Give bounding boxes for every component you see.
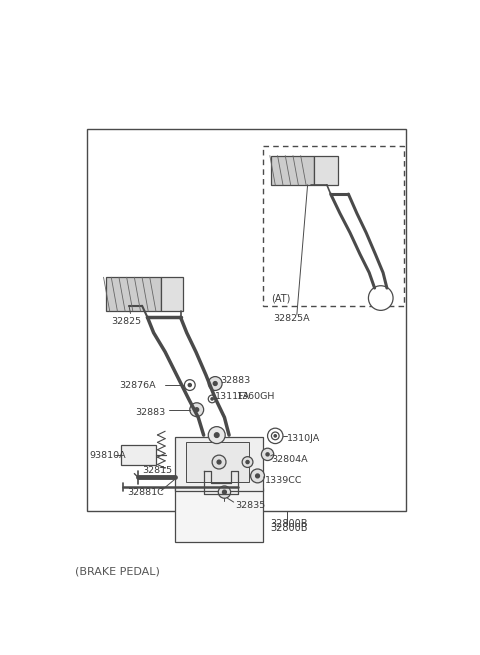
Circle shape — [242, 457, 253, 468]
Circle shape — [262, 448, 274, 460]
Circle shape — [251, 469, 264, 483]
Text: 1311FA: 1311FA — [215, 392, 251, 401]
Circle shape — [188, 384, 192, 386]
Polygon shape — [314, 156, 338, 185]
Circle shape — [223, 490, 227, 494]
Text: 1339CC: 1339CC — [264, 476, 302, 485]
Text: (BRAKE PEDAL): (BRAKE PEDAL) — [75, 567, 160, 576]
FancyBboxPatch shape — [121, 445, 156, 465]
Text: 32804A: 32804A — [271, 455, 308, 464]
FancyBboxPatch shape — [186, 442, 249, 482]
Text: 32876A: 32876A — [119, 381, 156, 390]
Circle shape — [379, 296, 383, 300]
Polygon shape — [271, 156, 314, 185]
Circle shape — [369, 286, 393, 310]
FancyBboxPatch shape — [263, 145, 404, 306]
Text: 93810A: 93810A — [89, 451, 126, 460]
Text: 32825: 32825 — [111, 316, 142, 326]
Text: 32835: 32835 — [235, 500, 265, 510]
Text: (AT): (AT) — [271, 293, 290, 303]
Circle shape — [271, 432, 279, 440]
Circle shape — [184, 380, 195, 390]
Circle shape — [266, 453, 269, 456]
Circle shape — [217, 460, 221, 464]
Text: 32881C: 32881C — [127, 489, 164, 497]
Circle shape — [212, 455, 226, 469]
Circle shape — [213, 382, 217, 385]
Text: 32800B: 32800B — [270, 523, 307, 533]
Circle shape — [267, 428, 283, 443]
Circle shape — [373, 290, 388, 306]
Polygon shape — [106, 277, 161, 311]
Circle shape — [208, 377, 222, 390]
Circle shape — [218, 486, 230, 498]
Circle shape — [190, 403, 204, 417]
FancyBboxPatch shape — [175, 488, 263, 542]
Text: 1360GH: 1360GH — [237, 392, 275, 401]
Text: 1310JA: 1310JA — [287, 434, 320, 443]
Circle shape — [211, 398, 213, 400]
Circle shape — [195, 408, 199, 411]
Circle shape — [274, 435, 276, 437]
Text: 32883: 32883 — [135, 407, 166, 417]
Text: 32825A: 32825A — [273, 314, 310, 324]
Text: 32815: 32815 — [142, 466, 172, 475]
FancyBboxPatch shape — [86, 128, 406, 512]
FancyBboxPatch shape — [175, 437, 263, 491]
Polygon shape — [161, 277, 183, 311]
Text: 32883: 32883 — [221, 376, 251, 385]
Circle shape — [256, 474, 260, 478]
Circle shape — [246, 460, 249, 464]
Text: 32800B: 32800B — [270, 519, 307, 529]
Circle shape — [208, 426, 225, 443]
Circle shape — [208, 395, 216, 403]
Circle shape — [215, 433, 219, 438]
